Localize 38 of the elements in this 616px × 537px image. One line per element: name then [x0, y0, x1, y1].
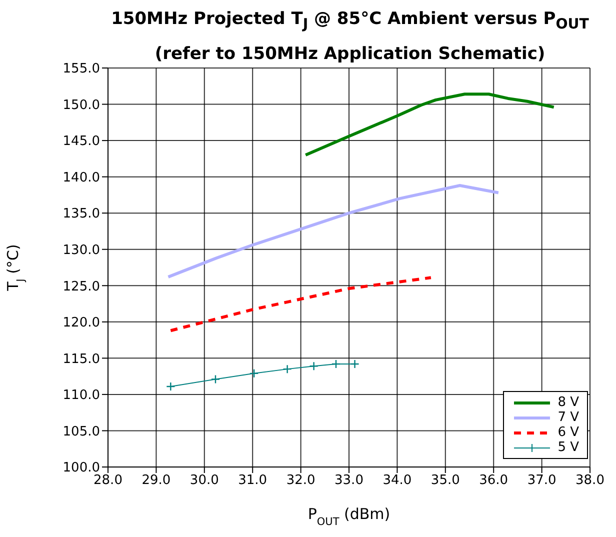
point: [331, 359, 341, 369]
y-tick-label: 135.0: [62, 206, 100, 222]
line-series: [166, 184, 500, 278]
y-tick-label: 120.0: [62, 316, 100, 331]
chart-title: 150MHz Projected T$_{J}$ @ 85°C Ambient versus P$_{OUT}$ (refer to 150MHz Application Schematic): [110, 8, 590, 66]
point: [350, 359, 360, 369]
x-tick-label: 32.0: [286, 473, 316, 488]
x-tick-label: 37.0: [527, 473, 556, 488]
y-tick-label: 150.0: [62, 98, 100, 113]
x-tick-label: 30.0: [190, 473, 219, 488]
x-tick-label: 36.0: [479, 473, 508, 488]
y-tick-label: 105.0: [62, 424, 100, 440]
x-tick-label: 38.0: [576, 473, 604, 488]
y-tick-label: 155.0: [62, 62, 100, 77]
point: [210, 374, 220, 384]
y-tick-label: 115.0: [62, 352, 100, 367]
y-tick-label: 125.0: [62, 279, 100, 294]
y-tick-label: 130.0: [62, 242, 100, 258]
point: [166, 382, 176, 392]
x-tick-label: 34.0: [382, 473, 412, 488]
legend-label: 5 V: [558, 440, 579, 455]
y-tick-label: 140.0: [62, 170, 100, 186]
y-tick-label: 110.0: [62, 388, 100, 404]
x-axis-title: P$_{OUT}$ (dBm): [308, 505, 390, 528]
line-series: [304, 92, 556, 157]
point: [249, 368, 259, 378]
legend-label: 6 V: [558, 425, 579, 440]
line-series: [169, 276, 432, 332]
x-tick-label: 29.0: [142, 473, 171, 488]
x-tick-label: 28.0: [94, 473, 122, 488]
legend-label: 8 V: [558, 395, 579, 410]
point: [309, 362, 318, 371]
y-tick-label: 145.0: [62, 134, 100, 150]
x-tick-label: 31.0: [238, 473, 268, 488]
point: [282, 364, 292, 374]
x-tick-label: 35.0: [430, 473, 460, 488]
legend-label: 7 V: [558, 410, 579, 425]
x-tick-label: 33.0: [334, 473, 364, 488]
